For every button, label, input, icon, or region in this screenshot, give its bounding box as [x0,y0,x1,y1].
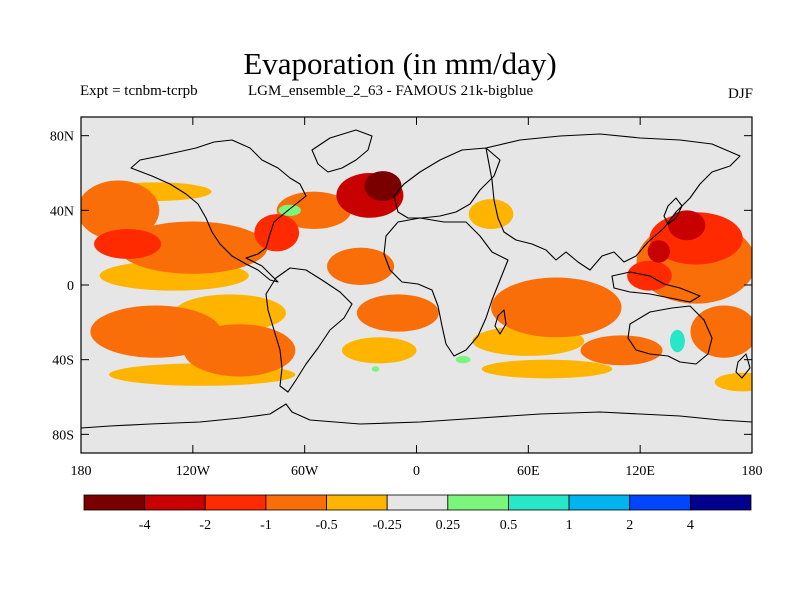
y-tick-label: 0 [67,279,74,294]
colorbar-label: 0.5 [500,518,518,533]
y-tick-label: 40N [50,204,74,219]
field-patch [94,229,162,259]
evaporation-field [81,171,752,392]
colorbar: -4 -2 -1 -0.5 -0.25 0.25 0.5 1 2 4 [83,494,752,533]
field-patch [481,359,613,379]
x-tick-label: 180 [742,464,763,479]
coastline-europe [393,147,501,219]
field-patch [327,247,395,285]
ensemble-label: LGM_ensemble_2_63 - FAMOUS 21k-bigblue [248,83,534,99]
coastline-asia [485,133,741,271]
colorbar-label: -1 [260,518,272,533]
coastline-madagascar [494,309,507,335]
field-patch [364,171,402,201]
colorbar-swatch [326,494,388,511]
field-patch [491,277,622,338]
coastline-greenland [311,129,373,173]
colorbar-label: -0.25 [373,518,402,533]
field-patch [341,337,417,364]
colorbar-swatch [83,494,146,511]
field-patch [668,210,706,241]
field-patch [118,221,268,274]
field-patch [356,294,439,332]
field-patch [669,329,685,353]
colorbar-swatch [204,494,267,511]
colorbar-swatch [386,494,449,511]
field-patch [276,191,352,229]
coastline-antarctica [81,403,752,429]
colorbar-swatch [265,494,327,511]
field-patch [254,214,300,252]
field-patch [371,366,380,372]
colorbar-swatch [144,494,206,511]
field-patch [183,324,296,377]
field-patch [714,372,752,392]
colorbar-label: -4 [139,518,151,533]
field-patch [81,180,160,241]
season-label: DJF [727,86,753,102]
field-patch [647,240,670,263]
coastline-maritime-continent [611,271,701,303]
field-patch [690,305,752,358]
y-tick-label: 80S [52,428,74,443]
coastline-north-america [130,139,307,283]
field-patch [455,355,471,364]
coastline-new-zealand [735,353,751,379]
coastline-south-america [265,267,353,393]
colorbar-swatch [447,494,509,511]
x-tick-label: 60W [291,464,319,479]
experiment-label: Expt = tcnbm-tcrpb [80,83,198,99]
coastline-australia [627,305,713,365]
x-tick-label: 120W [176,464,211,479]
coastline-japan [663,197,683,225]
colorbar-label: 2 [626,518,633,533]
map-title: Evaporation (in mm/day) [243,46,557,81]
x-tick-label: 120E [625,464,655,479]
x-tick-label: 0 [413,464,420,479]
colorbar-label: 1 [566,518,573,533]
y-tick-label: 40S [52,354,74,369]
coastline-africa [383,217,509,357]
x-tick-label: 60E [517,464,540,479]
colorbar-label: 4 [687,518,694,533]
colorbar-swatch [689,494,752,511]
axis-ticks: 180 120W 60W 0 60E 120E 180 80N 40N 0 40S 80S [50,117,763,479]
field-patch [278,204,301,216]
colorbar-swatch [508,494,570,511]
x-tick-label: 180 [71,464,92,479]
y-tick-label: 80N [50,130,74,145]
colorbar-label: 0.25 [436,518,461,533]
field-patch [468,199,514,229]
colorbar-swatch [629,494,691,511]
colorbar-label: -0.5 [315,518,337,533]
colorbar-swatch [568,494,631,511]
colorbar-label: -2 [199,518,211,533]
coastlines [81,129,752,429]
field-patch [580,335,663,366]
